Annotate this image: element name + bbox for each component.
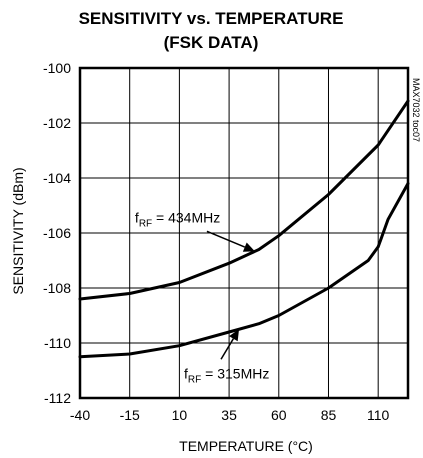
plot-frame: [78, 66, 410, 400]
annotation-arrow-0: [206, 230, 246, 248]
y-tick-label: -106: [43, 225, 71, 241]
annotation-arrowhead-0: [242, 242, 255, 252]
y-tick-label: -112: [44, 390, 71, 406]
x-tick-label: 60: [271, 407, 287, 423]
annotation-arrowhead-1: [229, 329, 240, 342]
annotation-subscript: RF: [188, 374, 201, 385]
annotation-prefix: f: [135, 209, 139, 225]
grid-lines: [79, 67, 408, 399]
y-axis-label: SENSITIVITY (dBm): [10, 167, 26, 294]
y-tick-label: -108: [43, 280, 71, 296]
annotation-text: = 434MHz: [152, 209, 220, 225]
annotation-label-1: fRF = 315MHz: [184, 365, 269, 385]
x-tick-label: 35: [221, 407, 237, 423]
annotation-label-0: fRF = 434MHz: [135, 209, 220, 229]
x-tick-label: 85: [321, 407, 337, 423]
series-line-0: [78, 99, 410, 301]
y-tick-label: -104: [43, 170, 71, 186]
annotation-subscript: RF: [139, 218, 152, 229]
x-tick-label: 10: [172, 407, 188, 423]
annotation-text: = 315MHz: [201, 365, 269, 381]
chart-title: SENSITIVITY vs. TEMPERATURE: [79, 9, 344, 28]
y-tick-label: -102: [43, 115, 71, 131]
y-tick-label: -100: [43, 60, 71, 76]
annotation-arrow-1: [220, 338, 235, 360]
series-line-1: [78, 182, 410, 359]
x-tick-label: -40: [70, 407, 90, 423]
annotation-prefix: f: [184, 365, 188, 381]
chart-subtitle: (FSK DATA): [164, 33, 259, 52]
x-tick-label: -15: [120, 407, 140, 423]
figure-code: MAX7032 toc07: [411, 78, 421, 142]
x-axis-label: TEMPERATURE (°C): [179, 438, 313, 454]
y-tick-label: -110: [44, 335, 71, 351]
x-tick-label: 110: [367, 407, 390, 423]
tick-labels: -40 -15 10 35 60 85 110 -100 -102 -104 -106 -108 -11…: [43, 60, 390, 423]
series-lines: [78, 99, 410, 359]
